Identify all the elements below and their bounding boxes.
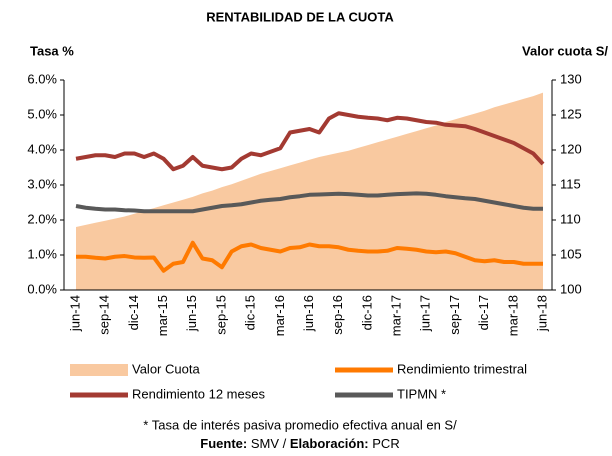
y-tick-label: 0.0% — [27, 281, 57, 296]
y2-tick-label: 105 — [560, 246, 582, 261]
line — [75, 111, 545, 172]
y-tick-label: 3.0% — [27, 176, 57, 191]
x-tick-label: jun-15 — [184, 295, 199, 332]
chart-title: RENTABILIDAD DE LA CUOTA — [206, 9, 394, 24]
y-tick-label: 4.0% — [27, 141, 57, 156]
legend-label: Rendimiento 12 meses — [132, 386, 265, 401]
x-tick-label: dic-15 — [243, 295, 258, 330]
line — [76, 240, 543, 273]
legend-label: TIPMN * — [397, 386, 446, 401]
x-tick-label: sep-14 — [97, 295, 112, 335]
y2-tick-label: 120 — [560, 141, 582, 156]
x-tick-label: mar-17 — [389, 295, 404, 336]
x-tick-label: sep-15 — [213, 295, 228, 335]
y2-tick-label: 115 — [560, 176, 581, 191]
source-label: Fuente: — [200, 436, 247, 451]
x-tick-label: mar-18 — [505, 295, 520, 336]
y-tick-label: 6.0% — [27, 71, 57, 86]
source-label: Elaboración: — [290, 436, 369, 451]
footnote: * Tasa de interés pasiva promedio efecti… — [143, 417, 457, 432]
legend-label: Valor Cuota — [132, 361, 200, 376]
y2-tick-label: 125 — [560, 106, 582, 121]
y2-axis-label: Valor cuota S/ — [522, 43, 608, 58]
legend-swatch — [70, 364, 128, 376]
x-tick-label: sep-16 — [330, 295, 345, 335]
source: Fuente: SMV / Elaboración: PCR — [200, 436, 399, 451]
y-tick-label: 5.0% — [27, 106, 57, 121]
x-tick-label: dic-14 — [126, 295, 141, 330]
y-tick-label: 1.0% — [27, 246, 57, 261]
x-tick-label: mar-16 — [272, 295, 287, 336]
source-text: SMV / — [251, 436, 287, 451]
legend-label: Rendimiento trimestral — [397, 361, 527, 376]
y-axis-label: Tasa % — [30, 43, 74, 58]
y2-tick-label: 130 — [560, 71, 582, 86]
x-tick-label: jun-16 — [301, 295, 316, 332]
x-tick-label: dic-17 — [476, 295, 491, 330]
y2-tick-label: 110 — [560, 211, 581, 226]
x-tick-label: sep-17 — [447, 295, 462, 335]
x-tick-label: mar-15 — [155, 295, 170, 336]
x-tick-label: jun-18 — [534, 295, 549, 332]
y2-tick-label: 100 — [560, 281, 582, 296]
source-text: PCR — [372, 436, 399, 451]
y-tick-label: 2.0% — [27, 211, 57, 226]
area — [76, 92, 543, 290]
line — [75, 191, 543, 214]
x-tick-label: jun-17 — [418, 295, 433, 332]
x-tick-label: jun-14 — [67, 295, 82, 332]
x-tick-label: dic-16 — [359, 295, 374, 330]
